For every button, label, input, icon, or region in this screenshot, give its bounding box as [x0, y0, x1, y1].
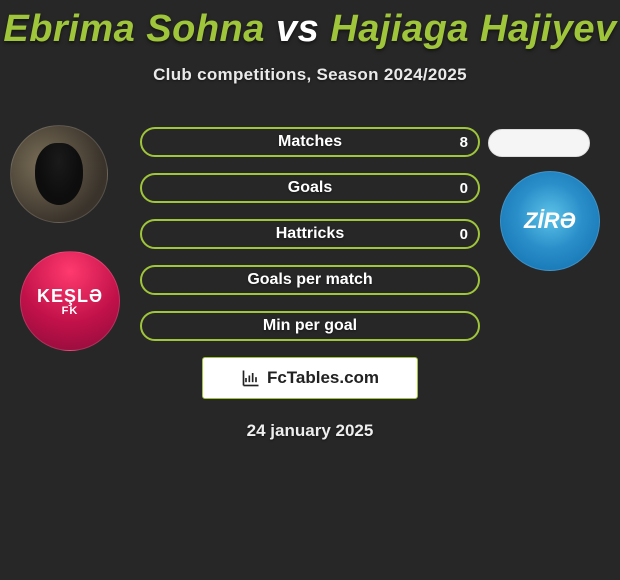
stat-label: Goals per match — [142, 267, 478, 293]
player1-name: Ebrima Sohna — [3, 8, 265, 50]
comparison-title: Ebrima Sohna vs Hajiaga Hajiyev — [0, 0, 620, 51]
stat-bar: Goals 0 — [140, 173, 480, 203]
brand-text: FcTables.com — [267, 368, 379, 388]
content-area: KEŞLƏ FK ZİRƏ Matches 8 Goals 0 Hattrick… — [0, 121, 620, 441]
player2-name: Hajiaga Hajiyev — [330, 8, 616, 50]
club-left-sub: FK — [62, 305, 79, 317]
player2-avatar — [488, 129, 590, 157]
subtitle: Club competitions, Season 2024/2025 — [0, 65, 620, 85]
player2-club-badge: ZİRƏ — [500, 171, 600, 271]
stat-value-right: 8 — [460, 129, 468, 155]
stat-bar: Matches 8 — [140, 127, 480, 157]
date-text: 24 january 2025 — [0, 421, 620, 441]
club-left-name: KEŞLƏ — [37, 286, 103, 307]
vs-text: vs — [276, 8, 319, 50]
stat-label: Matches — [142, 129, 478, 155]
stat-label: Goals — [142, 175, 478, 201]
club-right-name: ZİRƏ — [524, 208, 576, 234]
stat-value-right: 0 — [460, 175, 468, 201]
stat-bars: Matches 8 Goals 0 Hattricks 0 Goals per … — [140, 121, 480, 341]
stat-label: Hattricks — [142, 221, 478, 247]
brand-badge[interactable]: FcTables.com — [202, 357, 418, 399]
chart-icon — [241, 368, 261, 388]
stat-bar: Min per goal — [140, 311, 480, 341]
player1-club-badge: KEŞLƏ FK — [20, 251, 120, 351]
stat-bar: Hattricks 0 — [140, 219, 480, 249]
stat-label: Min per goal — [142, 313, 478, 339]
player1-avatar — [10, 125, 108, 223]
stat-bar: Goals per match — [140, 265, 480, 295]
stat-value-right: 0 — [460, 221, 468, 247]
